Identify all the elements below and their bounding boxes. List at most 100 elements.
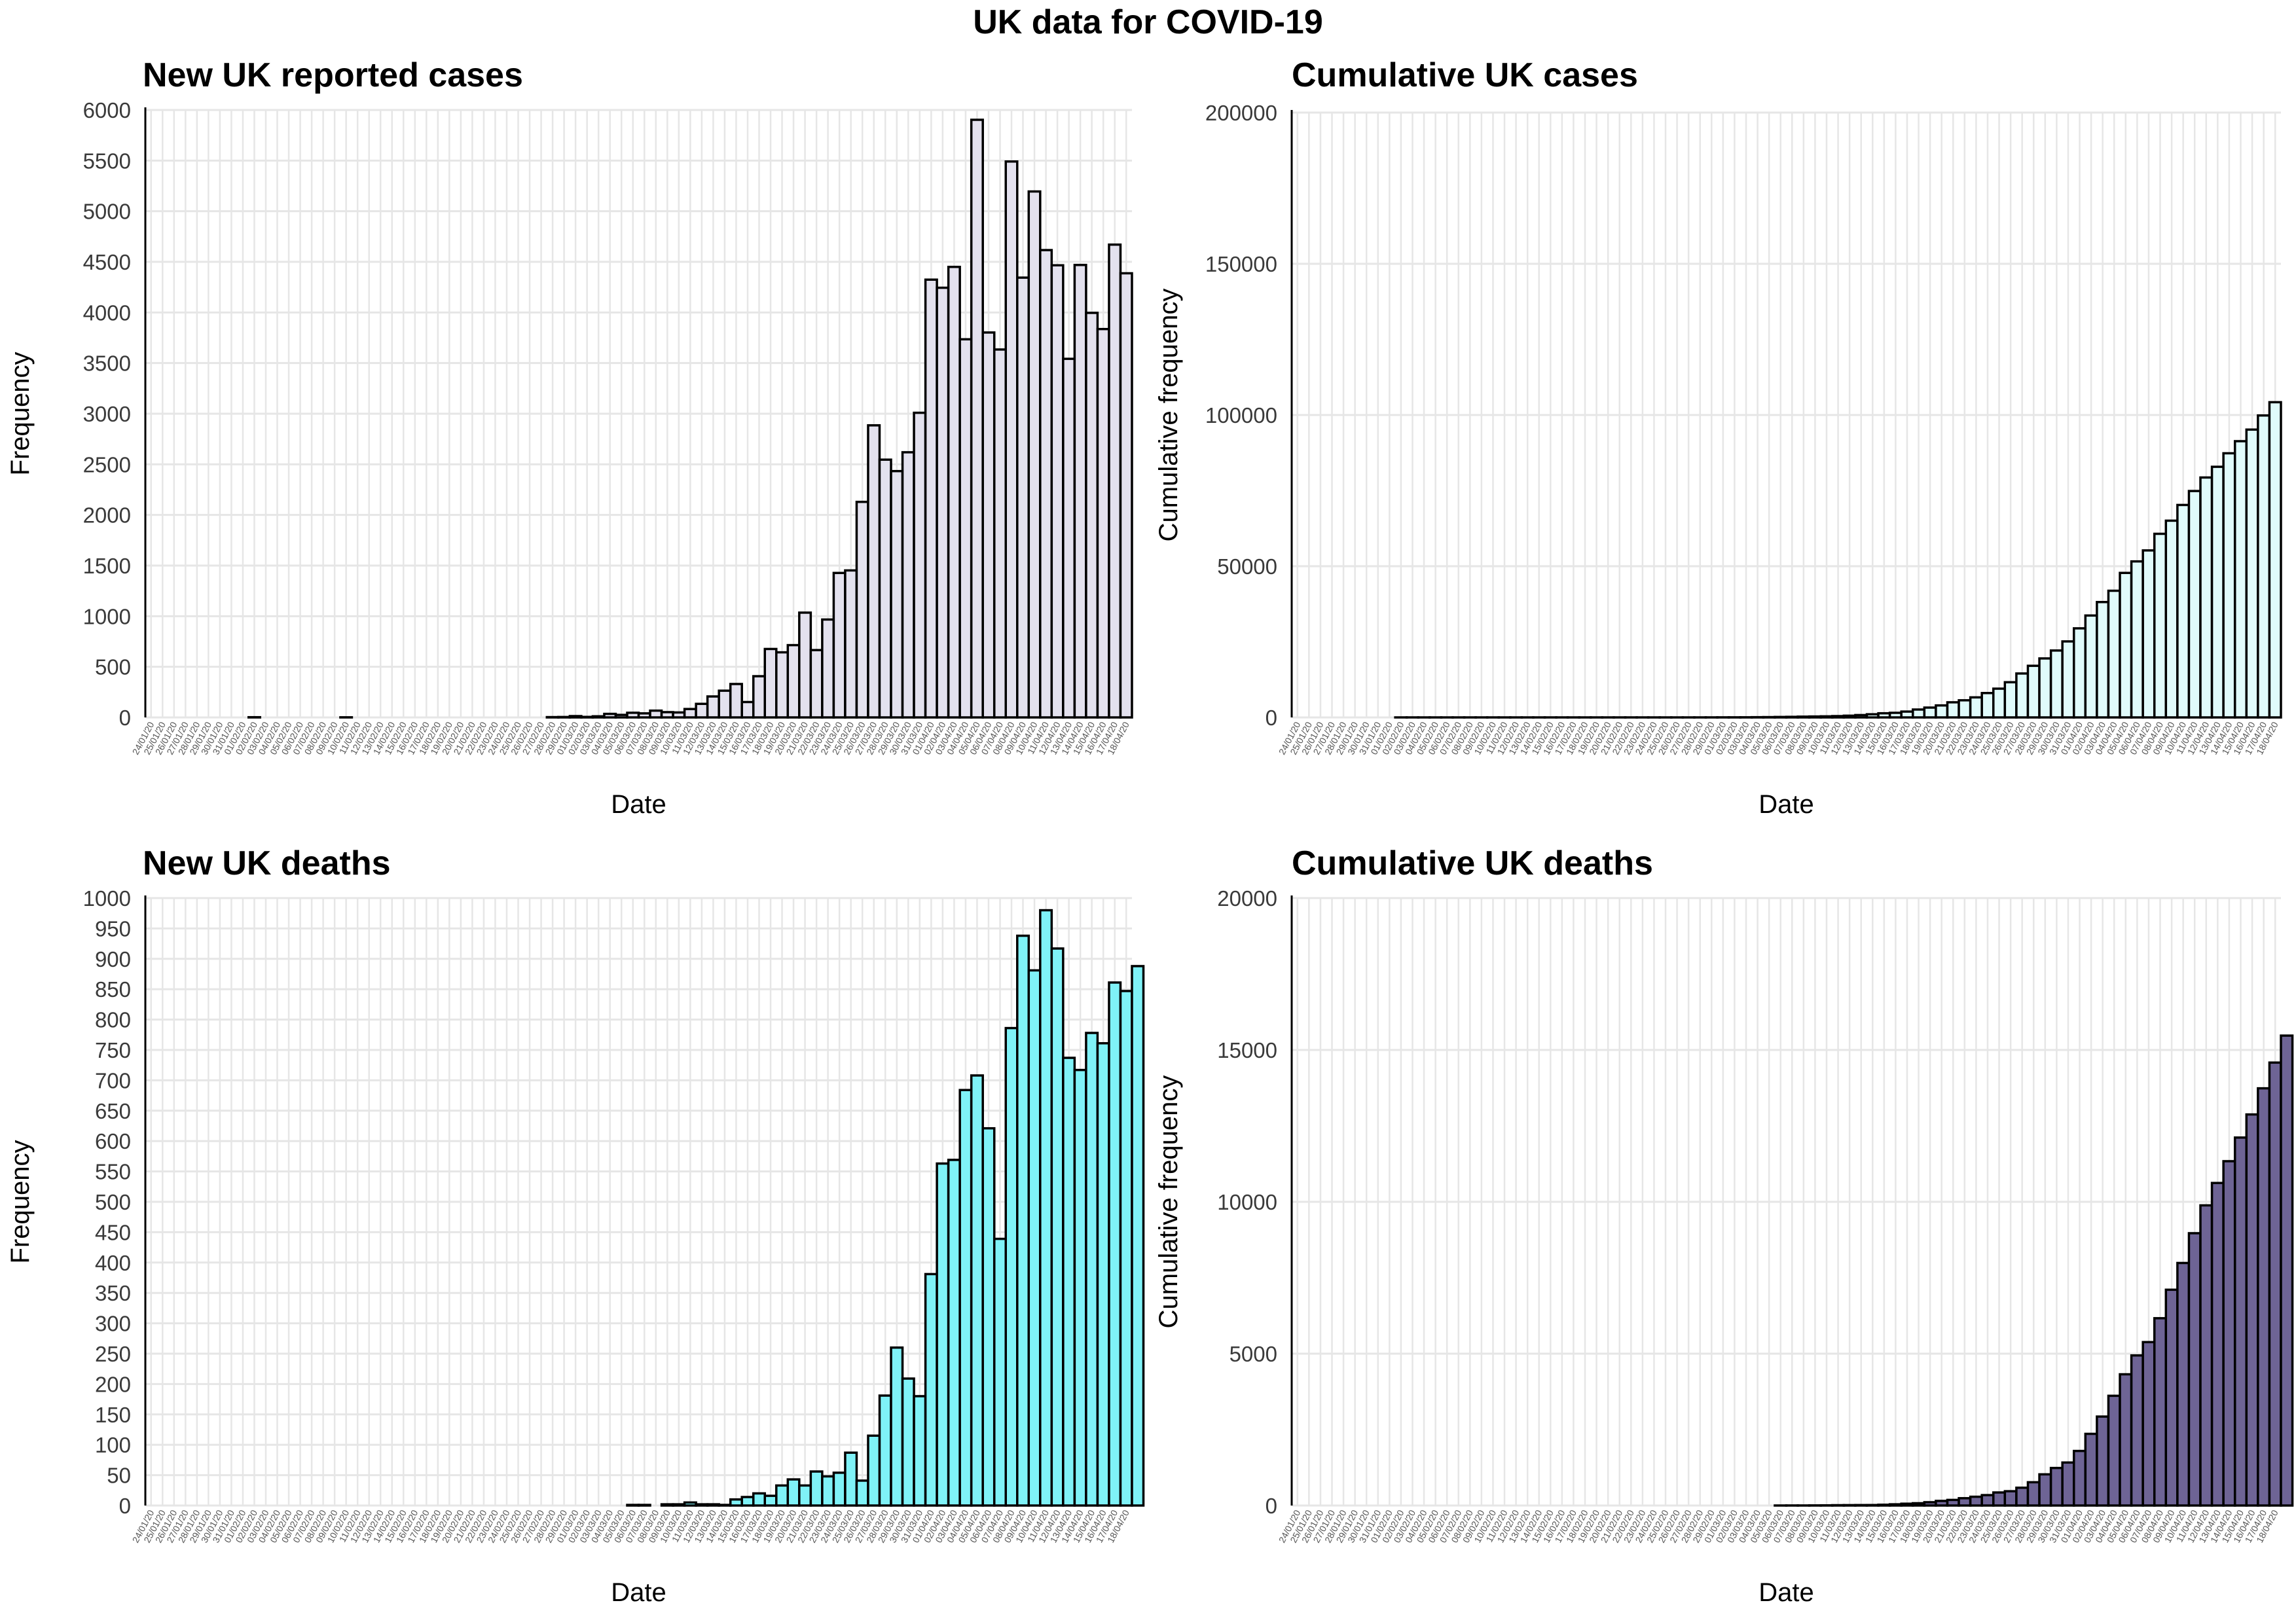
y-tick-label: 0 (1266, 1494, 1277, 1518)
bar (1085, 312, 1099, 719)
bar (1050, 264, 1065, 719)
bar (660, 711, 674, 719)
bar (2222, 1160, 2236, 1507)
bar (2280, 1034, 2294, 1507)
y-tick-label: 50000 (1217, 554, 1277, 579)
bar (2003, 1490, 2018, 1507)
bar (1831, 1504, 1846, 1507)
bar (1923, 1501, 1937, 1507)
bar (2257, 1087, 2271, 1507)
bar (993, 1237, 1007, 1507)
bar (1062, 1056, 1076, 1507)
bar (890, 469, 904, 719)
y-tick-label: 5000 (1230, 1342, 1277, 1366)
y-tick-label: 150000 (1205, 252, 1277, 276)
bar (626, 712, 640, 719)
figure-title: UK data for COVID-19 (973, 3, 1323, 41)
bar (2268, 1061, 2282, 1507)
bar (763, 1494, 778, 1507)
bar (2210, 1182, 2225, 1507)
bar (1935, 704, 1949, 719)
bar (1073, 264, 1087, 719)
bar (1842, 1504, 1857, 1507)
bar (1039, 249, 1053, 719)
y-tick-label: 5000 (83, 200, 131, 224)
chart-panel-4: 0 5000 10000 15000 20000 24/01/2025/01/2026/0… (1154, 844, 2294, 1607)
chart-panel-3: 0 50 100 150 200 250 300 350 400 450 500 550 600 650 7… (6, 844, 1145, 1607)
y-tick-label: 4500 (83, 250, 131, 274)
bar (1888, 1503, 1903, 1507)
y-tick-labels: 0 500 1000 1500 2000 2500 3000 3500 4000 4500 5000… (83, 98, 131, 730)
y-tick-label: 550 (95, 1160, 131, 1184)
bar (1877, 712, 1891, 719)
bar (809, 1470, 824, 1507)
bar (2164, 1288, 2179, 1507)
x-tick-labels: 24/01/2025/01/2026/01/2027/01/2028/01/20… (1277, 720, 2280, 757)
bar (2141, 549, 2156, 719)
bar (2084, 614, 2098, 719)
bar (695, 702, 709, 719)
y-tick-label: 4000 (83, 300, 131, 325)
bar (2187, 1232, 2202, 1507)
bar (718, 1504, 732, 1507)
bar (2210, 465, 2225, 719)
y-tick-label: 5500 (83, 149, 131, 173)
bar (637, 712, 651, 719)
bar (706, 695, 720, 719)
chart-panel-1: 0 500 1000 1500 2000 2500 3000 3500 4000 4500 5000… (6, 56, 1133, 819)
bar (2072, 1449, 2087, 1507)
y-tick-label: 2000 (83, 503, 131, 528)
bar (924, 1272, 938, 1507)
bar (786, 643, 801, 719)
y-tick-label: 500 (95, 1190, 131, 1214)
bars (626, 909, 1145, 1507)
y-tick-label: 150 (95, 1403, 131, 1427)
y-tick-label: 700 (95, 1068, 131, 1092)
bar (1969, 696, 1983, 719)
bar (878, 1394, 892, 1507)
bar (626, 1504, 640, 1507)
bar (729, 683, 743, 719)
bar (844, 569, 858, 719)
bar (798, 611, 812, 719)
bar (1108, 981, 1122, 1507)
chart-title: New UK deaths (143, 844, 391, 882)
bar (2130, 1354, 2144, 1507)
bar (752, 675, 767, 719)
y-tick-label: 0 (119, 706, 131, 730)
y-tick-label: 2500 (83, 452, 131, 477)
bar (2233, 1136, 2248, 1507)
bar (1958, 699, 1972, 719)
chart-panel-2: 0 50000 100000 150000 200000 24/01/2025/01/20… (1154, 56, 2282, 819)
bar (591, 715, 606, 719)
bars (1394, 401, 2282, 719)
x-axis-label: Date (1758, 790, 1814, 819)
bar (2268, 401, 2282, 719)
bar (1039, 909, 1053, 1507)
bar (672, 1503, 686, 1507)
bar (1865, 1504, 1880, 1507)
bar (2061, 1461, 2075, 1507)
bar (2015, 1487, 2030, 1507)
chart-title: Cumulative UK cases (1292, 56, 1638, 94)
y-tick-label: 400 (95, 1251, 131, 1275)
bar (901, 1377, 915, 1507)
bar (2061, 640, 2075, 719)
bar (740, 1496, 755, 1507)
bar (2245, 428, 2259, 719)
bar (2176, 1261, 2191, 1507)
bar (958, 338, 973, 719)
bar (2096, 601, 2110, 719)
bar (729, 1498, 743, 1507)
bar (2015, 672, 2030, 719)
bar (2199, 476, 2214, 719)
y-tick-label: 850 (95, 977, 131, 1001)
bar (981, 1127, 996, 1507)
bar (2153, 1317, 2168, 1507)
bar (2096, 1415, 2110, 1507)
bar (1027, 190, 1042, 719)
bar (1108, 243, 1122, 719)
bar (1980, 692, 1995, 719)
